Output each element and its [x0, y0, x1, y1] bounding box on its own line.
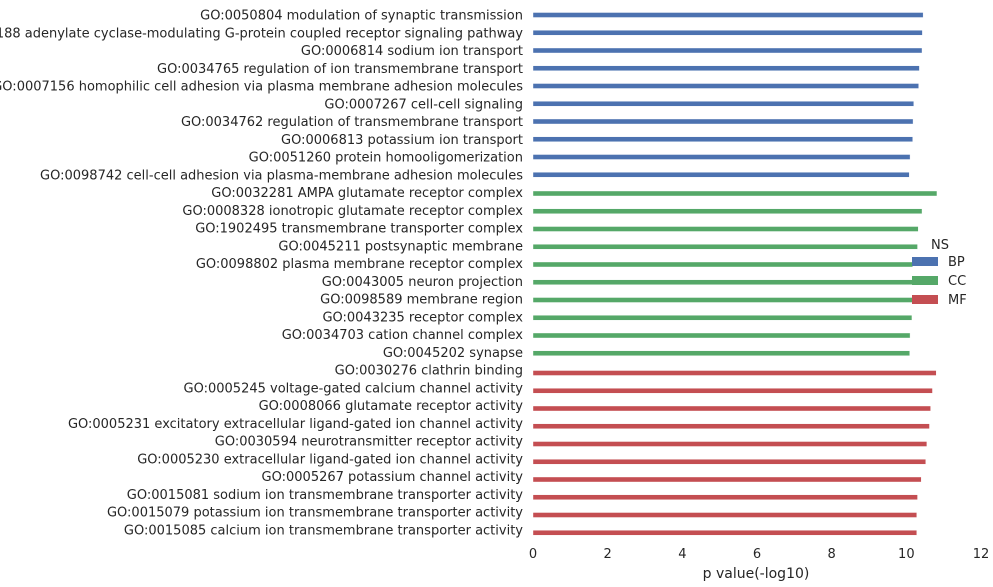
bars — [532, 12, 938, 536]
bar-bp — [532, 47, 923, 54]
y-tick-label: GO:0045202 synapse — [383, 346, 523, 361]
x-tick-label: 0 — [529, 547, 537, 562]
x-tick-label: 6 — [753, 547, 761, 562]
bar-mf — [532, 459, 926, 465]
y-tick-label: GO:0043235 receptor complex — [322, 310, 523, 325]
y-tick-label: GO:0008066 glutamate receptor activity — [259, 399, 524, 414]
bar-cc — [532, 315, 913, 321]
x-tick-label: 12 — [973, 547, 990, 562]
bar-cc — [532, 350, 910, 356]
legend-swatch-bp — [912, 257, 938, 266]
x-tick-label: 10 — [898, 547, 915, 562]
legend-label-cc: CC — [948, 274, 966, 289]
bar-bp — [532, 118, 914, 125]
y-tick-label: GO:0006813 potassium ion transport — [281, 133, 523, 148]
bar-bp — [532, 12, 924, 18]
y-tick-label: GO:0007156 homophilic cell adhesion via … — [0, 80, 523, 95]
bar-mf — [532, 423, 930, 429]
y-tick-label: GO:0030276 clathrin binding — [335, 364, 523, 379]
bar-bp — [532, 65, 920, 71]
legend-label-mf: MF — [948, 293, 967, 308]
y-tick-label: GO:0006814 sodium ion transport — [301, 44, 523, 59]
y-tick-label: GO:0034765 regulation of ion transmembra… — [157, 62, 523, 77]
x-axis-ticks: 0 2 4 6 8 10 12 — [529, 547, 989, 562]
bar-bp — [532, 101, 914, 107]
bar-mf — [532, 512, 917, 518]
y-tick-label: GO:0015081 sodium ion transmembrane tran… — [127, 488, 523, 503]
bar-cc — [532, 190, 938, 197]
y-tick-label: GO:0043005 neuron projection — [322, 275, 523, 290]
y-tick-label: GO:0007267 cell-cell signaling — [324, 97, 523, 112]
y-tick-label: GO:0005231 excitatory extracellular liga… — [68, 417, 523, 432]
bar-cc — [532, 332, 911, 339]
y-tick-label: GO:0051260 protein homooligomerization — [249, 151, 523, 166]
y-tick-label: GO:0008328 ionotropic glutamate receptor… — [182, 204, 523, 219]
x-tick-label: 8 — [828, 547, 836, 562]
y-tick-label: GO:1902495 transmembrane transporter com… — [195, 222, 523, 237]
bar-mf — [532, 405, 931, 412]
x-tick-label: 4 — [678, 547, 686, 562]
y-tick-label: GO:0045211 postsynaptic membrane — [278, 239, 523, 254]
bar-mf — [532, 370, 937, 376]
x-axis-label: p value(-log10) — [703, 566, 810, 582]
y-tick-label: GO:0005245 voltage-gated calcium channel… — [184, 381, 524, 396]
bar-mf — [532, 441, 928, 447]
bar-mf — [532, 476, 922, 483]
legend: NS BP CC MF — [912, 238, 967, 308]
bar-cc — [532, 279, 913, 285]
bar-cc — [532, 261, 913, 268]
bar-bp — [532, 30, 923, 36]
y-tick-label: GO:0032281 AMPA glutamate receptor compl… — [211, 186, 523, 201]
y-tick-label: GO:0005230 extracellular ligand-gated io… — [137, 452, 523, 467]
legend-swatch-cc — [912, 276, 938, 285]
bar-bp — [532, 154, 911, 160]
bar-cc — [532, 226, 919, 232]
y-tick-labels: GO:0050804 modulation of synaptic transm… — [0, 9, 523, 539]
bar-cc — [532, 297, 913, 303]
y-tick-label: GO:0098802 plasma membrane receptor comp… — [196, 257, 523, 272]
bar-cc — [532, 244, 918, 250]
legend-label-bp: BP — [948, 255, 965, 270]
bar-bp — [532, 136, 913, 142]
y-tick-label: GO:0050804 modulation of synaptic transm… — [200, 9, 523, 24]
y-tick-label: GO:0098589 membrane region — [320, 293, 523, 308]
bar-bp — [532, 83, 919, 89]
x-tick-label: 2 — [604, 547, 612, 562]
bar-cc — [532, 208, 923, 214]
y-tick-label: GO:0005267 potassium channel activity — [262, 470, 524, 485]
legend-swatch-mf — [912, 295, 938, 304]
y-tick-label: GO:0015079 potassium ion transmembrane t… — [107, 506, 523, 521]
y-tick-label: GO:0034762 regulation of transmembrane t… — [181, 115, 523, 130]
bar-mf — [532, 388, 933, 394]
y-tick-label: GO:0098742 cell-cell adhesion via plasma… — [40, 168, 523, 183]
y-tick-label: GO:0015085 calcium ion transmembrane tra… — [124, 523, 523, 538]
legend-title: NS — [931, 238, 949, 253]
y-tick-label: GO:0034703 cation channel complex — [282, 328, 524, 343]
y-tick-label: GO:0007188 adenylate cyclase-modulating … — [0, 26, 523, 41]
bar-mf — [532, 494, 918, 500]
bar-mf — [532, 530, 917, 536]
bar-bp — [532, 172, 910, 178]
y-tick-label: GO:0030594 neurotransmitter receptor act… — [215, 435, 524, 450]
